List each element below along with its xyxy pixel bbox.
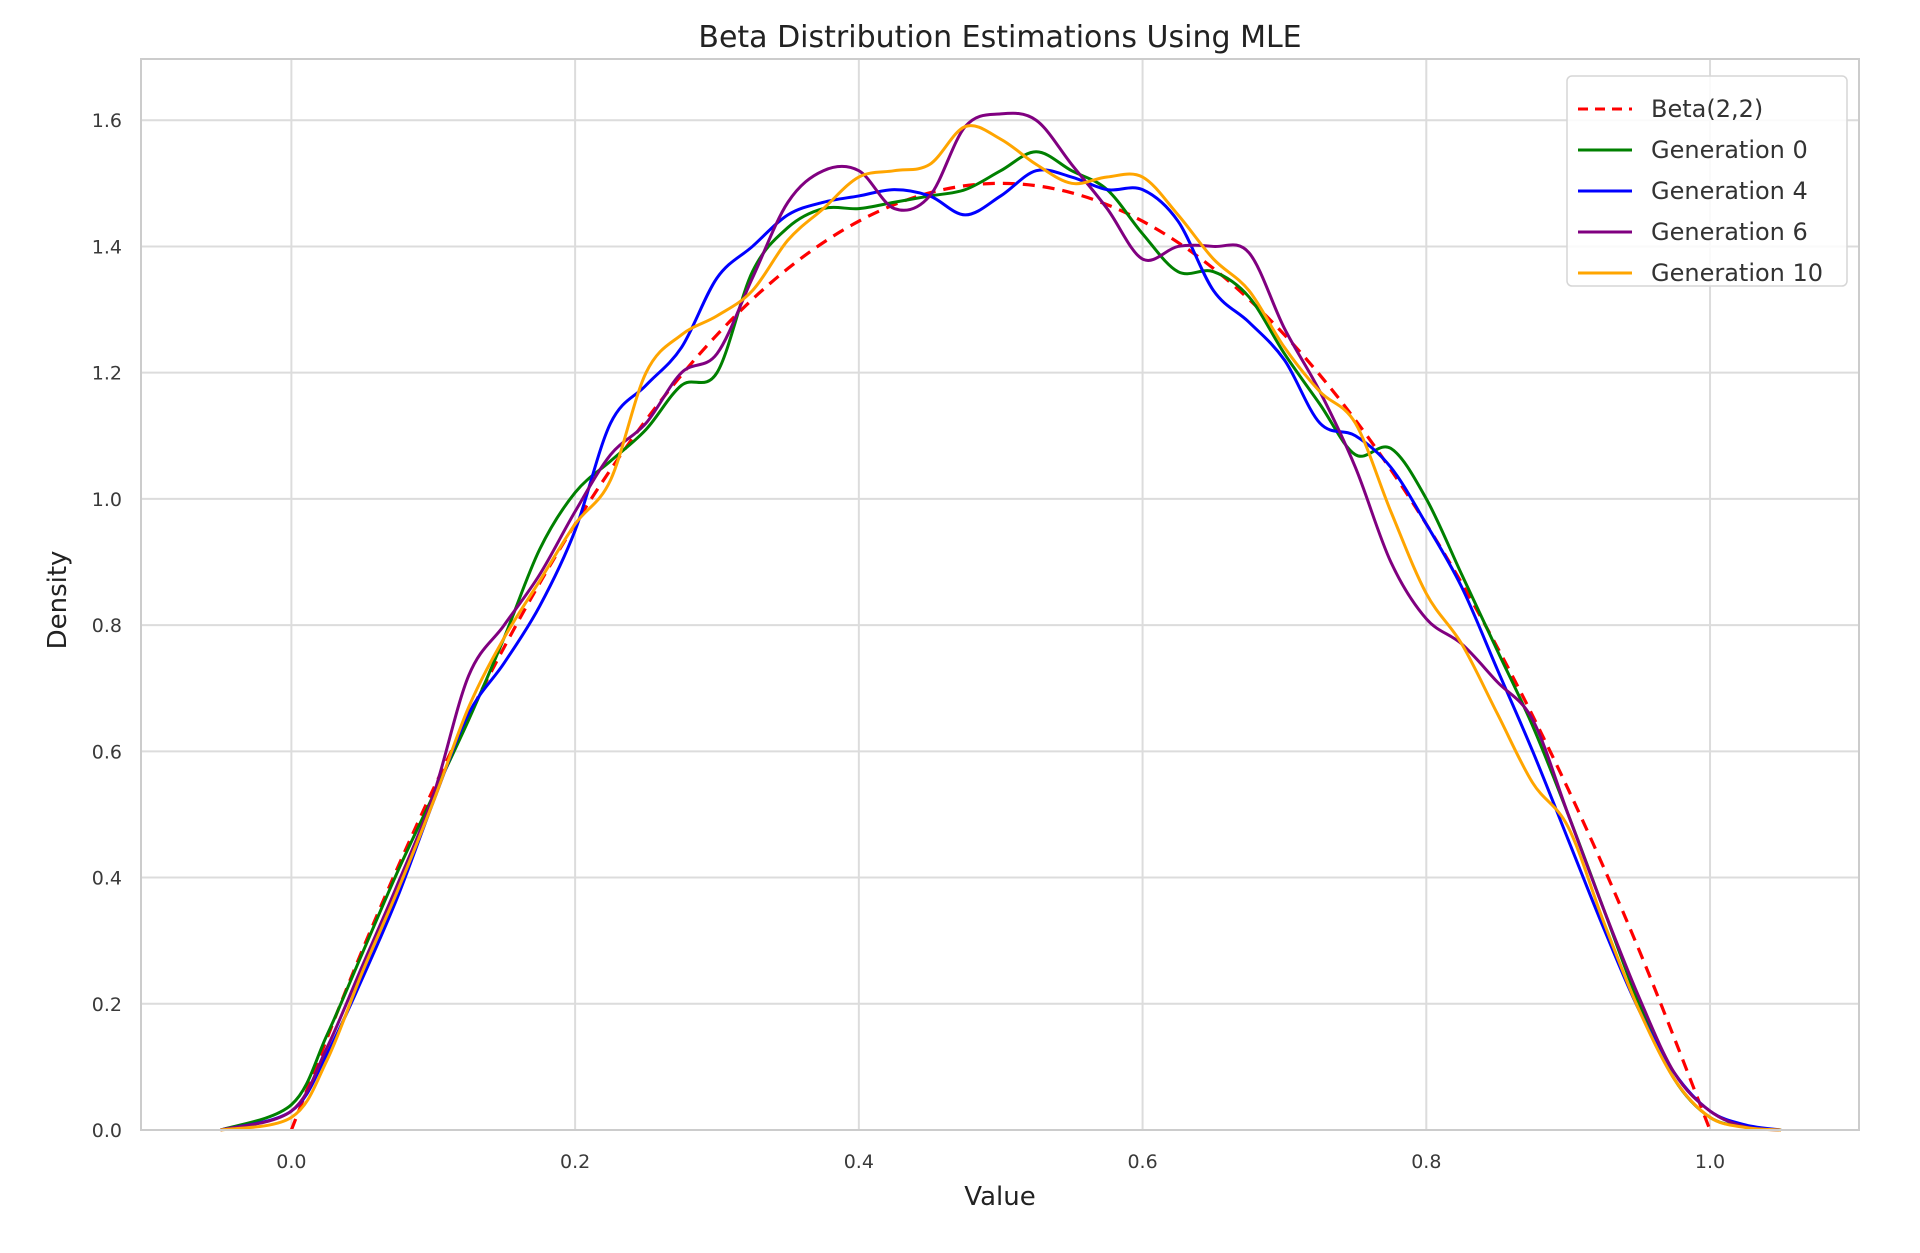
y-ticks: 0.0 0.2 0.4 0.6 0.8 1.0 1.2 1.4 1.6 <box>92 110 122 1142</box>
series-line-beta-2-2 <box>289 181 1712 1131</box>
legend-label-generation-0: Generation 0 <box>1651 136 1808 164</box>
x-tick-label: 0.6 <box>1127 1151 1157 1173</box>
y-tick-label: 0.0 <box>92 1120 122 1142</box>
series-line-generation-6 <box>220 111 1782 1132</box>
y-tick-label: 1.0 <box>92 489 122 511</box>
x-tick-label: 0.4 <box>844 1151 874 1173</box>
legend-label-generation-10: Generation 10 <box>1651 259 1823 287</box>
x-tick-label: 0.8 <box>1411 1151 1441 1173</box>
y-tick-label: 1.4 <box>92 236 122 258</box>
plot-frame <box>140 58 1860 1131</box>
y-tick-label: 0.8 <box>92 615 122 637</box>
y-tick-label: 0.6 <box>92 741 122 763</box>
x-tick-label: 1.0 <box>1695 1151 1725 1173</box>
y-axis-label: Density <box>43 551 73 650</box>
series-line-generation-4 <box>220 168 1782 1132</box>
legend-box <box>1566 75 1848 287</box>
x-axis-label: Value <box>964 1182 1035 1212</box>
legend: Beta(2,2) Generation 0 Generation 4 Generat… <box>1566 75 1848 287</box>
y-tick-label: 1.2 <box>92 363 122 385</box>
y-tick-label: 0.2 <box>92 994 122 1016</box>
series-lines <box>219 111 1782 1132</box>
legend-label-generation-4: Generation 4 <box>1651 177 1808 205</box>
legend-label-beta-2-2: Beta(2,2) <box>1651 95 1763 123</box>
x-tick-label: 0.2 <box>560 1151 590 1173</box>
x-ticks: 0.0 0.2 0.4 0.6 0.8 1.0 <box>276 1151 1725 1173</box>
series-line-generation-0 <box>219 150 1782 1132</box>
chart-title: Beta Distribution Estimations Using MLE <box>698 20 1301 55</box>
series-line-generation-10 <box>220 124 1782 1132</box>
legend-label-generation-6: Generation 6 <box>1651 218 1808 246</box>
y-tick-label: 1.6 <box>92 110 122 132</box>
y-tick-label: 0.4 <box>92 868 122 890</box>
x-tick-label: 0.0 <box>276 1151 306 1173</box>
